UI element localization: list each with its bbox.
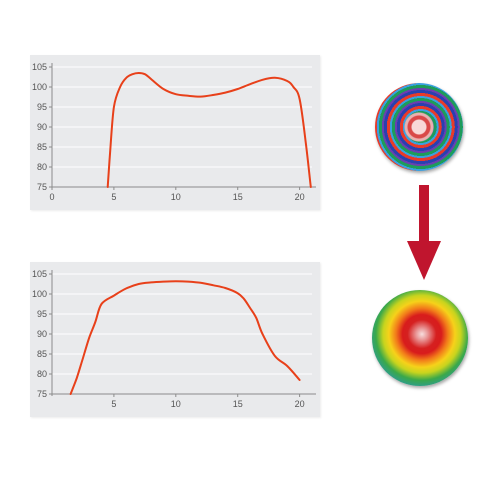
- top-profile-plot: 75 80 85 90 95 100 105 0 5 10 15 20: [32, 62, 316, 202]
- top-chart-y-tick-label: 95: [37, 102, 47, 112]
- top-chart-x-tick-label: 10: [171, 192, 181, 202]
- top-beam-profile-image: [375, 83, 463, 171]
- top-chart-y-tick-label: 85: [37, 142, 47, 152]
- down-arrow-icon: [407, 185, 441, 280]
- top-chart-y-tick-label: 105: [32, 62, 47, 72]
- bottom-chart-x-tick-label: 20: [295, 399, 305, 409]
- bottom-chart-y-tick-label: 90: [37, 329, 47, 339]
- bottom-chart-y-tick-label: 75: [37, 389, 47, 399]
- top-chart-x-tick-label: 20: [295, 192, 305, 202]
- bottom-chart-y-tick-label: 105: [32, 269, 47, 279]
- bottom-chart-x-tick-label: 15: [233, 399, 243, 409]
- bottom-chart-x-tick-label: 10: [171, 399, 181, 409]
- bottom-chart-y-tick-label: 95: [37, 309, 47, 319]
- top-profile-chart: 75 80 85 90 95 100 105 0 5 10 15 20: [30, 55, 320, 210]
- bottom-chart-y-tick-label: 80: [37, 369, 47, 379]
- top-chart-y-tick-label: 100: [32, 82, 47, 92]
- top-chart-x-tick-label: 0: [49, 192, 54, 202]
- bottom-chart-x-tick-label: 5: [111, 399, 116, 409]
- top-chart-y-tick-label: 80: [37, 162, 47, 172]
- bottom-profile-chart: 75 80 85 90 95 100 105 5 10 15 20: [30, 262, 320, 417]
- bottom-chart-series-line-0: [69, 280, 301, 395]
- bottom-chart-y-tick-label: 100: [32, 289, 47, 299]
- top-chart-y-tick-label: 90: [37, 122, 47, 132]
- bottom-chart-y-tick-label: 85: [37, 349, 47, 359]
- top-chart-series-line-0: [106, 72, 312, 188]
- top-chart-x-tick-label: 5: [111, 192, 116, 202]
- top-chart-y-tick-label: 75: [37, 182, 47, 192]
- bottom-profile-plot: 75 80 85 90 95 100 105 5 10 15 20: [32, 269, 316, 409]
- top-chart-x-tick-label: 15: [233, 192, 243, 202]
- bottom-beam-profile-image: [372, 290, 468, 386]
